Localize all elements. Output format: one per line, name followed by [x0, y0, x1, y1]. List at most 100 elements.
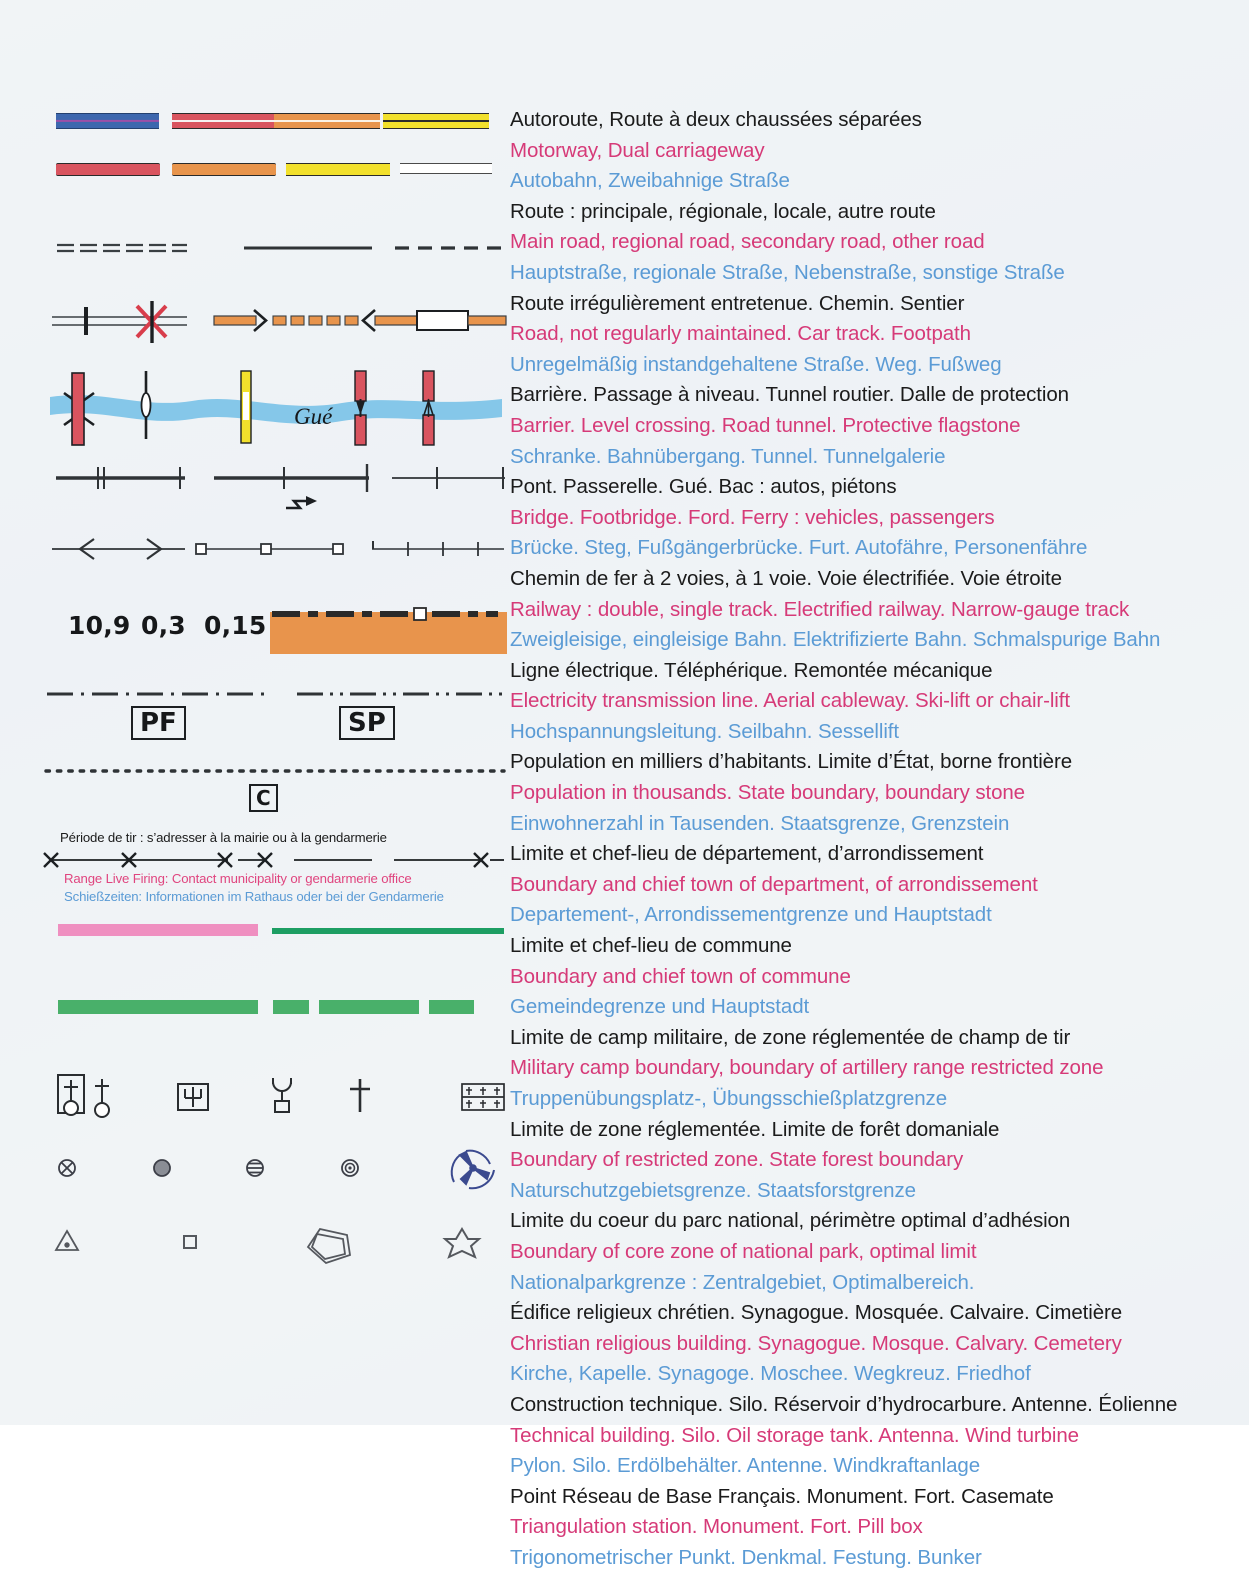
- legend-text-en: Boundary of core zone of national park, …: [510, 1239, 977, 1263]
- legend-text-fr: Chemin de fer à 2 voies, à 1 voie. Voie …: [510, 566, 1062, 590]
- legend-text-de: Departement-, Arrondissementgrenze und H…: [510, 903, 992, 927]
- firing-range-label-en: Range Live Firing: Contact municipality …: [64, 871, 412, 886]
- other-road-swatch: [400, 163, 492, 174]
- national-park-optimal-dash-2: [319, 1000, 419, 1014]
- military-boundary-line: [43, 852, 504, 868]
- legend-entry-barrier-tunnel: Barrière. Passage à niveau. Tunnel routi…: [510, 380, 1240, 472]
- railway-graphic: [56, 464, 505, 510]
- dual-carriageway-red-swatch: [172, 113, 278, 129]
- legend-text-fr: Limite et chef-lieu de commune: [510, 934, 792, 958]
- symbol-row-roads: [42, 153, 507, 225]
- legend-entry-track-footpath: Route irrégulièrement entretenue. Chemin…: [510, 289, 1240, 381]
- cemetery-icon: [461, 1083, 505, 1111]
- legend-text-de: Truppenübungsplatz-, Übungsschießplatzgr…: [510, 1087, 947, 1110]
- legend-text-de: Zweigleisige, eingleisige Bahn. Elektrif…: [510, 628, 1161, 652]
- symbol-row-motorway: [42, 95, 507, 153]
- legend-text-fr: Barrière. Passage à niveau. Tunnel routi…: [510, 383, 1069, 407]
- legend-text-en: Boundary and chief town of commune: [510, 964, 851, 988]
- triangulation-point-icon: [54, 1229, 80, 1251]
- legend-text-en: Main road, regional road, secondary road…: [510, 230, 985, 254]
- legend-entry-religious: Édifice religieux chrétien. Synagogue. M…: [510, 1298, 1240, 1390]
- symbol-row-population-state-boundary: 10,9 0,3 0,15: [42, 599, 507, 684]
- ford-label: Gué: [294, 404, 333, 429]
- pillbox-icon: [442, 1227, 482, 1259]
- national-park-optimal-dash-1: [273, 1000, 309, 1014]
- symbol-row-national-park: [42, 992, 507, 1070]
- state-forest-swatch: [272, 928, 504, 934]
- department-chief-town-box: PF: [131, 706, 186, 740]
- firing-range-label-de: Schießzeiten: Informationen im Rathaus o…: [64, 889, 444, 904]
- legend-text-en: Motorway, Dual carriageway: [510, 138, 765, 162]
- national-park-core-swatch: [58, 1000, 258, 1014]
- legend-text-en: Bridge. Footbridge. Ford. Ferry : vehicl…: [510, 505, 995, 529]
- legend-text-de: Autobahn, Zweibahnige Straße: [510, 169, 790, 193]
- legend-text-fr: Limite de camp militaire, de zone réglem…: [510, 1025, 1071, 1049]
- legend-text-de: Kirche, Kapelle. Synagoge. Moschee. Wegk…: [510, 1362, 1031, 1386]
- legend-text-fr: Route : principale, régionale, locale, a…: [510, 199, 936, 223]
- legend-entry-railway: Chemin de fer à 2 voies, à 1 voie. Voie …: [510, 564, 1240, 656]
- legend-text-de: Einwohnerzahl in Tausenden. Staatsgrenze…: [510, 811, 1010, 835]
- silo-icon: [153, 1159, 171, 1177]
- legend-text-en: Boundary and chief town of department, o…: [510, 872, 1038, 896]
- technical-icons-graphic: [58, 1149, 495, 1190]
- legend-text-en: Military camp boundary, boundary of arti…: [510, 1056, 1104, 1080]
- legend-text-fr: Construction technique. Silo. Réservoir …: [510, 1392, 1178, 1416]
- commune-boundary-line: [44, 769, 506, 773]
- legend-text-fr: Ligne électrique. Téléphérique. Remontée…: [510, 658, 993, 682]
- legend-text-en: Road, not regularly maintained. Car trac…: [510, 322, 971, 346]
- department-boundary-line: [47, 692, 505, 696]
- arrondissement-chief-town-box: SP: [339, 706, 395, 740]
- legend-entry-population-state-boundary: Population en milliers d’habitants. Limi…: [510, 747, 1240, 839]
- symbol-row-bridge-ford-ferry: Gué: [42, 359, 507, 454]
- legend-text-en: Railway : double, single track. Electrif…: [510, 597, 1130, 621]
- motorway-swatch: [56, 113, 159, 129]
- wind-turbine-icon: [450, 1149, 495, 1190]
- secondary-road-swatch: [286, 163, 390, 176]
- legend-entry-roads: Route : principale, régionale, locale, a…: [510, 197, 1240, 289]
- legend-text-fr: Point Réseau de Base Français. Monument.…: [510, 1484, 1054, 1508]
- barrier-tunnel-graphic: [52, 301, 507, 343]
- legend-text-de: Unregelmäßig instandgehaltene Straße. We…: [510, 352, 1002, 376]
- symbol-row-department-boundary: PF SP: [42, 684, 507, 762]
- symbol-row-railway: [42, 454, 507, 529]
- population-value-2: 0,3: [141, 611, 186, 640]
- paper-background: [0, 0, 1249, 1425]
- legend-text-en: Technical building. Silo. Oil storage ta…: [510, 1423, 1079, 1447]
- population-value-3: 0,15: [204, 611, 267, 640]
- legend-entry-technical: Construction technique. Silo. Réservoir …: [510, 1390, 1240, 1482]
- legend-text-fr: Pont. Passerelle. Gué. Bac : autos, piét…: [510, 475, 897, 499]
- church-icon: [57, 1074, 85, 1116]
- legend-text-de: Trigonometrischer Punkt. Denkmal. Festun…: [510, 1545, 982, 1569]
- legend-text-fr: Limite de zone réglementée. Limite de fo…: [510, 1117, 1000, 1141]
- legend-text-en: Triangulation station. Monument. Fort. P…: [510, 1515, 923, 1539]
- symbol-row-commune-boundary: C: [42, 762, 507, 830]
- oil-tank-icon: [246, 1159, 264, 1177]
- regional-road-swatch: [172, 163, 276, 176]
- legend-text-de: Nationalparkgrenze : Zentralgebiet, Opti…: [510, 1270, 975, 1294]
- chapel-icon: [94, 1079, 110, 1118]
- legend-text-en: Boundary of restricted zone. State fores…: [510, 1148, 964, 1172]
- symbol-row-technical-icons: [42, 1148, 507, 1223]
- legend-text-fr: Route irrégulièrement entretenue. Chemin…: [510, 291, 965, 315]
- legend-entry-triangulation: Point Réseau de Base Français. Monument.…: [510, 1482, 1240, 1574]
- legend-text-de: Schranke. Bahnübergang. Tunnel. Tunnelga…: [510, 444, 946, 468]
- symbol-row-military-range: Période de tir : s’adresser à la mairie …: [42, 830, 507, 912]
- symbol-row-religious-icons: [42, 1070, 507, 1148]
- legend-text-fr: Population en milliers d’habitants. Limi…: [510, 750, 1073, 774]
- legend-entry-powerline-cableway: Ligne électrique. Téléphérique. Remontée…: [510, 656, 1240, 748]
- legend-text-en: Population in thousands. State boundary,…: [510, 781, 1025, 805]
- symbol-row-restricted-forest: [42, 912, 507, 992]
- religious-icons-graphic: [57, 1074, 505, 1118]
- calvary-cross-icon: [350, 1079, 370, 1112]
- legend-entry-commune-boundary: Limite et chef-lieu de commune Boundary …: [510, 931, 1240, 1023]
- pylon-icon: [58, 1159, 76, 1177]
- powerline-cableway-graphic: [52, 538, 504, 560]
- firing-range-label-fr: Période de tir : s’adresser à la mairie …: [60, 830, 387, 845]
- dual-carriageway-yellow-swatch: [383, 113, 489, 129]
- symbol-row-triangulation-icons: [42, 1223, 507, 1293]
- legend-entry-restricted-forest: Limite de zone réglementée. Limite de fo…: [510, 1115, 1240, 1207]
- national-park-optimal-dash-3: [429, 1000, 474, 1014]
- legend-text-de: Pylon. Silo. Erdölbehälter. Antenne. Win…: [510, 1454, 981, 1478]
- legend-text-fr: Limite du coeur du parc national, périmè…: [510, 1209, 1071, 1233]
- legend-text-en: Barrier. Level crossing. Road tunnel. Pr…: [510, 413, 1021, 437]
